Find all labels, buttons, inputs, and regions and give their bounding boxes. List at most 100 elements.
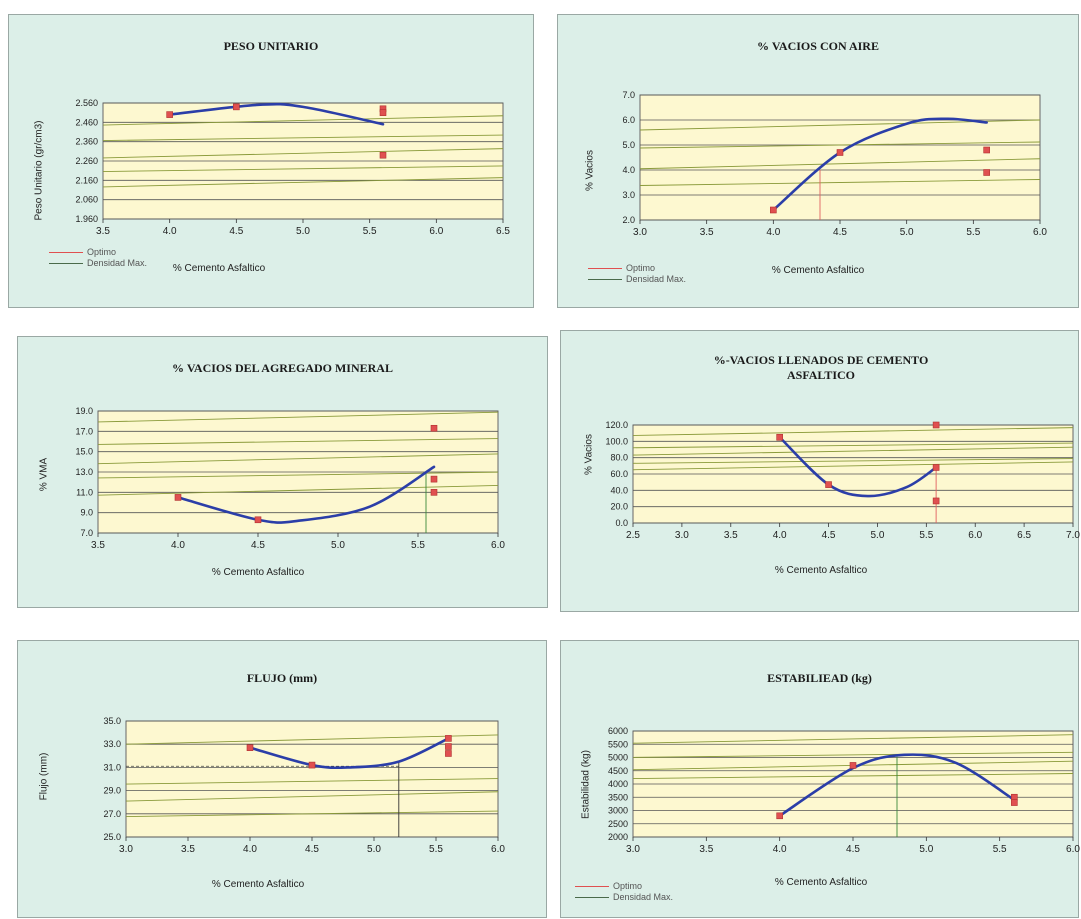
data-point bbox=[445, 735, 452, 742]
y-tick-label: 35.0 bbox=[103, 716, 121, 726]
legend: Optimo Densidad Max. bbox=[588, 263, 686, 285]
x-tick-label: 6.0 bbox=[968, 530, 982, 541]
plot-area bbox=[125, 720, 499, 838]
data-point bbox=[1011, 799, 1018, 806]
x-tick-label: 3.5 bbox=[700, 227, 714, 238]
reference-line bbox=[632, 427, 1074, 436]
x-tick-label: 4.0 bbox=[243, 844, 257, 855]
panel-flujo: FLUJO (mm) Flujo (mm) % Cemento Asfaltic… bbox=[17, 640, 547, 918]
x-tick-label: 4.5 bbox=[229, 226, 243, 237]
y-tick-label: 31.0 bbox=[103, 762, 121, 772]
y-tick-label: 15.0 bbox=[75, 447, 93, 457]
y-tick-label: 4500 bbox=[608, 766, 628, 776]
x-tick-label: 5.0 bbox=[367, 844, 381, 855]
x-tick-label: 4.0 bbox=[773, 844, 787, 855]
data-point bbox=[430, 424, 438, 432]
y-tick-label: 40.0 bbox=[610, 485, 628, 495]
reference-line bbox=[639, 141, 1041, 149]
y-tick-label: 19.0 bbox=[75, 406, 93, 416]
x-tick-label: 4.0 bbox=[171, 540, 185, 551]
reference-line bbox=[125, 778, 499, 785]
legend-item-optimo: Optimo bbox=[49, 247, 147, 258]
data-point bbox=[445, 750, 452, 757]
data-point bbox=[983, 146, 990, 154]
data-point bbox=[445, 743, 452, 750]
reference-line bbox=[102, 134, 504, 142]
x-tick-label: 4.5 bbox=[251, 540, 265, 551]
chart-svg: 1.960 2.060 2.160 2.260 2.360 2.460 2.560 3.5 4.… bbox=[75, 98, 510, 237]
x-axis-label: % Cemento Asfaltico bbox=[774, 877, 868, 888]
legend-item-densidad: Densidad Max. bbox=[49, 258, 147, 269]
x-tick-label: 3.0 bbox=[675, 530, 689, 541]
x-tick-label: 6.5 bbox=[496, 226, 510, 237]
x-tick-label: 6.0 bbox=[1033, 227, 1047, 238]
data-point bbox=[776, 433, 783, 441]
reference-line bbox=[97, 484, 499, 496]
y-tick-label: 27.0 bbox=[103, 809, 121, 819]
x-tick-label: 5.5 bbox=[966, 227, 980, 238]
reference-line bbox=[102, 165, 504, 172]
y-tick-label: 2.060 bbox=[75, 195, 98, 205]
x-tick-label: 7.0 bbox=[1066, 530, 1080, 541]
y-tick-label: 11.0 bbox=[76, 487, 93, 497]
trend-curve bbox=[772, 117, 988, 212]
chart-svg: 7.0 9.0 11.0 13.0 15.0 17.0 19.0 3.5 4.0 4.5 5.0 5.… bbox=[75, 406, 505, 551]
chart-svg: 2000 2500 3000 3500 4000 4500 5000 5500 6000 3.0 3… bbox=[608, 726, 1080, 855]
x-axis-label: % Cemento Asfaltico bbox=[774, 565, 868, 576]
data-point bbox=[379, 109, 387, 116]
chart-svg: 25.0 27.0 29.0 31.0 33.0 35.0 3.0 3.5 4.0 4.5 5.0 5… bbox=[103, 716, 505, 855]
x-tick-label: 5.0 bbox=[919, 844, 933, 855]
data-point bbox=[233, 103, 240, 111]
legend-label: Densidad Max. bbox=[613, 892, 674, 902]
x-tick-label: 3.5 bbox=[699, 844, 713, 855]
data-point bbox=[849, 762, 857, 769]
trend-curve bbox=[168, 102, 385, 126]
data-point bbox=[254, 516, 262, 524]
x-tick-label: 5.0 bbox=[296, 226, 310, 237]
panel-estabilidad: ESTABILIEAD (kg) Estabilidad (kg) % Ceme… bbox=[560, 640, 1080, 918]
legend-item-optimo: Optimo bbox=[588, 263, 686, 274]
data-point bbox=[776, 812, 783, 820]
legend: Optimo Densidad Max. bbox=[575, 881, 673, 903]
data-point bbox=[983, 169, 990, 176]
chart-title: % VACIOS CON AIRE bbox=[757, 39, 879, 53]
legend: Optimo Densidad Max. bbox=[49, 247, 147, 269]
x-axis-label: % Cemento Asfaltico bbox=[211, 879, 305, 890]
data-point bbox=[379, 151, 387, 159]
x-tick-label: 3.5 bbox=[96, 226, 110, 237]
reference-line bbox=[102, 148, 504, 159]
x-tick-label: 5.5 bbox=[429, 844, 443, 855]
chart-title: % VACIOS DEL AGREGADO MINERAL bbox=[172, 361, 393, 375]
x-tick-label: 3.5 bbox=[91, 540, 105, 551]
y-tick-label: 2.160 bbox=[75, 175, 98, 185]
data-point bbox=[825, 481, 832, 488]
y-tick-label: 6000 bbox=[608, 726, 628, 736]
y-tick-label: 3500 bbox=[608, 792, 628, 802]
trend-curve bbox=[778, 435, 938, 498]
reference-line bbox=[97, 438, 499, 445]
trend-curve bbox=[778, 753, 1016, 818]
data-point bbox=[308, 761, 316, 769]
data-point bbox=[932, 497, 940, 505]
data-point bbox=[174, 494, 182, 501]
x-tick-label: 3.5 bbox=[724, 530, 738, 541]
data-point bbox=[770, 206, 777, 214]
chart-title: %-VACIOS LLENADOS DE CEMENTO ASFALTICO bbox=[713, 353, 929, 382]
y-tick-label: 120.0 bbox=[605, 420, 628, 430]
y-tick-label: 60.0 bbox=[610, 469, 628, 479]
y-tick-label: 5500 bbox=[608, 739, 628, 749]
reference-line bbox=[125, 810, 499, 818]
x-tick-label: 3.5 bbox=[181, 844, 195, 855]
y-tick-label: 5.0 bbox=[622, 140, 635, 150]
data-point bbox=[430, 475, 438, 483]
x-tick-label: 6.0 bbox=[429, 226, 443, 237]
x-tick-label: 4.5 bbox=[305, 844, 319, 855]
legend-label: Optimo bbox=[87, 247, 117, 257]
reference-line bbox=[632, 734, 1074, 744]
y-tick-label: 29.0 bbox=[103, 786, 121, 796]
x-tick-label: 3.0 bbox=[633, 227, 647, 238]
legend-item-densidad: Densidad Max. bbox=[575, 892, 673, 903]
y-tick-label: 4000 bbox=[608, 779, 628, 789]
data-point bbox=[166, 111, 173, 118]
y-tick-label: 7.0 bbox=[80, 528, 93, 538]
